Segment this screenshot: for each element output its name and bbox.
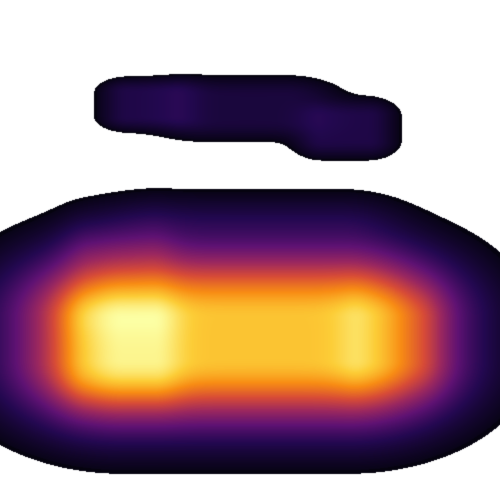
- density-heatmap: [0, 0, 500, 500]
